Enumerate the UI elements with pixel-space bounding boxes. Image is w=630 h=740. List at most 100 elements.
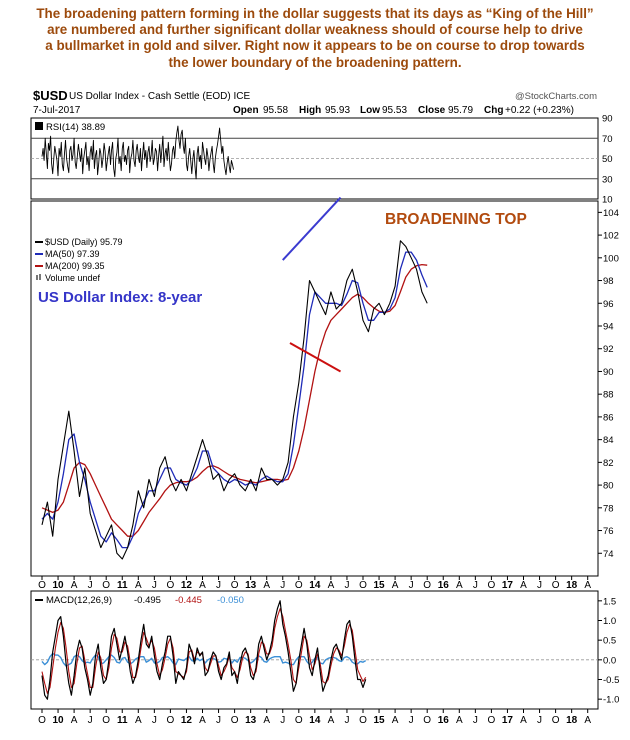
macd-x-tick-label: J [216, 715, 221, 726]
ohlc-readout: Open 95.58 High 95.93 Low 95.53 Close 95… [233, 105, 574, 116]
watermark: @StockCharts.com [515, 91, 597, 102]
macd-x-tick-label: O [359, 715, 367, 726]
chart-title: US Dollar Index: 8-year [38, 289, 202, 306]
macd-legend: MACD(12,26,9) -0.495 -0.445 -0.050 [35, 595, 244, 606]
macd-x-tick-label: A [456, 715, 463, 726]
high-label: High [299, 105, 321, 116]
macd-layer: 1.5 1.0 0.5 0.0 -0.5 -1.0 [31, 596, 619, 706]
macd-tick-label: -0.5 [603, 675, 619, 686]
price-tick-label: 82 [603, 458, 614, 469]
rsi-tick-label: 10 [602, 195, 613, 206]
macd-x-tick-label: O [423, 715, 431, 726]
open-value: 95.58 [263, 105, 288, 116]
price-x-tick-label: O [552, 580, 560, 591]
macd-x-tick-label: J [409, 715, 414, 726]
macd-tick-label: 0.0 [603, 655, 616, 666]
macd-x-tick-label: J [537, 715, 542, 726]
macd-x-tick-label: O [295, 715, 303, 726]
price-x-tick-label: J [152, 580, 157, 591]
price-x-tick-label: 14 [309, 580, 321, 591]
macd-x-tick-label: J [344, 715, 349, 726]
chart-caption: The broadening pattern forming in the do… [4, 6, 626, 71]
price-x-tick-label: 17 [502, 580, 514, 591]
macd-x-tick-label: 14 [309, 715, 321, 726]
price-tick-label: 78 [603, 503, 614, 514]
rsi-tick-label: 50 [602, 154, 613, 165]
caption-line: are numbered and further significant dol… [47, 22, 583, 38]
macd-legend-signal: -0.445 [175, 595, 202, 606]
rsi-legend-text: RSI(14) 38.89 [46, 122, 105, 133]
macd-x-tick-label: O [38, 715, 46, 726]
rsi-legend: RSI(14) 38.89 [35, 122, 105, 133]
price-x-tick-label: J [537, 580, 542, 591]
legend-price: $USD (Daily) 95.79 [45, 237, 123, 247]
macd-legend-macd: -0.495 [134, 595, 161, 606]
price-x-tick-label: A [199, 580, 206, 591]
price-x-tick-label: 11 [117, 580, 128, 591]
macd-x-tick-label: J [152, 715, 157, 726]
legend-ma50: MA(50) 97.39 [45, 249, 100, 259]
price-tick-label: 76 [603, 526, 614, 537]
rsi-tick-label: 70 [602, 134, 613, 145]
price-tick-label: 100 [603, 253, 619, 264]
price-tick-label: 92 [603, 344, 614, 355]
macd-x-tick-label: O [102, 715, 110, 726]
legend-swatch-volume [36, 275, 38, 280]
price-tick-label: 84 [603, 435, 614, 446]
price-legend: $USD (Daily) 95.79 MA(50) 97.39 MA(200) … [34, 237, 144, 283]
price-x-tick-label: A [584, 580, 591, 591]
price-x-tick-label: O [231, 580, 239, 591]
price-x-tick-label: 13 [245, 580, 257, 591]
high-value: 95.93 [325, 105, 350, 116]
instrument-name: US Dollar Index - Cash Settle (EOD) ICE [69, 91, 250, 102]
price-tick-label: 74 [603, 549, 614, 560]
macd-x-tick-label: 11 [117, 715, 128, 726]
price-tick-label: 80 [603, 481, 614, 492]
macd-x-tick-label: 10 [52, 715, 64, 726]
macd-x-tick-label: A [392, 715, 399, 726]
macd-x-tick-label: A [328, 715, 335, 726]
price-tick-label: 86 [603, 412, 614, 423]
chg-value: +0.22 (+0.23%) [505, 105, 574, 116]
macd-x-tick-label: 18 [566, 715, 578, 726]
price-x-tick-label: O [102, 580, 110, 591]
rsi-layer: 90 70 50 30 10 [31, 114, 613, 206]
ma50-line [41, 251, 428, 549]
macd-x-tick-label: O [488, 715, 496, 726]
legend-volume: Volume undef [45, 273, 101, 283]
price-x-tick-label: J [88, 580, 93, 591]
price-tick-label: 88 [603, 390, 614, 401]
price-tick-label: 102 [603, 231, 619, 242]
close-value: 95.79 [448, 105, 473, 116]
price-x-tick-label: 16 [438, 580, 450, 591]
price-x-tick-label: A [456, 580, 463, 591]
macd-legend-histogram: -0.050 [217, 595, 244, 606]
date-label: 7-Jul-2017 [33, 105, 81, 116]
macd-x-tick-label: O [167, 715, 175, 726]
price-x-tick-label: O [423, 580, 431, 591]
close-label: Close [418, 105, 446, 116]
price-x-tick-label: A [392, 580, 399, 591]
rsi-legend-swatch [35, 122, 43, 130]
macd-legend-name: MACD(12,26,9) [46, 595, 112, 606]
rsi-tick-label: 90 [602, 114, 613, 125]
macd-x-tick-label: A [71, 715, 78, 726]
price-x-tick-label: A [263, 580, 270, 591]
price-x-tick-label: O [295, 580, 303, 591]
rsi-line [41, 125, 234, 180]
macd-x-tick-label: O [552, 715, 560, 726]
macd-x-tick-label: A [520, 715, 527, 726]
price-x-tick-label: 10 [52, 580, 64, 591]
macd-x-tick-label: 12 [181, 715, 193, 726]
macd-panel [30, 590, 599, 710]
price-x-tick-label: A [328, 580, 335, 591]
price-x-tick-label: J [409, 580, 414, 591]
trendline-upper [282, 196, 342, 261]
price-x-tick-label: J [216, 580, 221, 591]
low-label: Low [360, 105, 380, 116]
macd-x-tick-label: 13 [245, 715, 257, 726]
axis-layer: O 10 A J O 11 A J O 12 A J O 13 A J O 14 A J O 15 A J O 16 A J O 17 A J… [38, 576, 591, 726]
macd-tick-label: 1.5 [603, 596, 616, 607]
rsi-tick-label: 30 [602, 174, 613, 185]
